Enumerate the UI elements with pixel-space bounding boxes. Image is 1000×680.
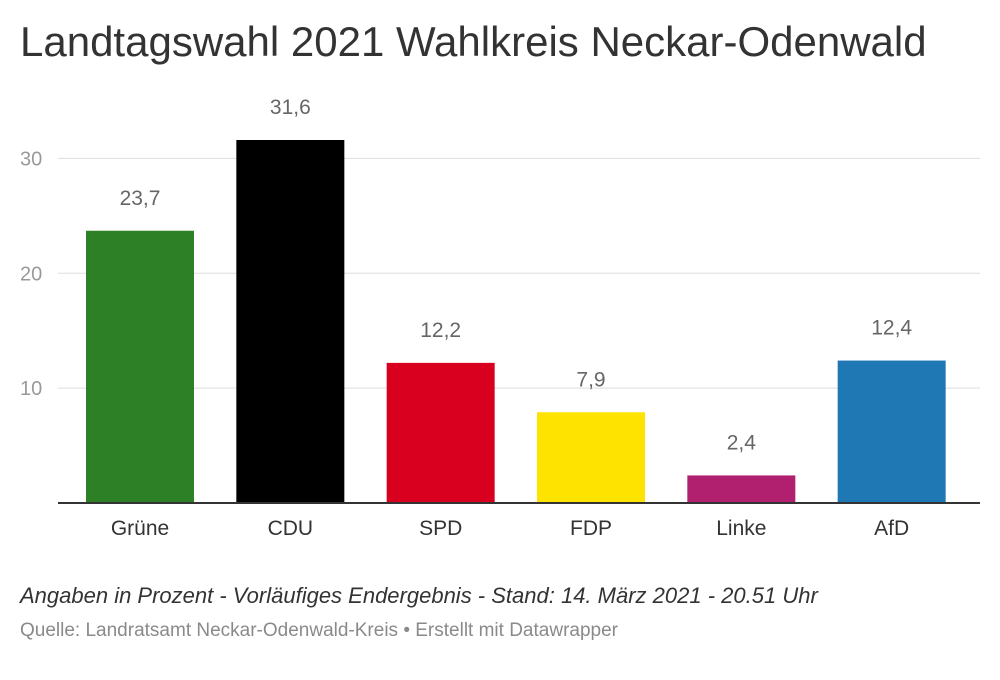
bar xyxy=(837,360,946,503)
x-tick-label: FDP xyxy=(570,517,612,540)
bar xyxy=(386,362,495,503)
y-tick-label: 10 xyxy=(20,378,42,400)
x-tick-label: Linke xyxy=(716,517,766,540)
x-tick-label: AfD xyxy=(874,517,909,540)
bar xyxy=(687,475,796,503)
bar xyxy=(537,412,645,503)
data-label: 12,4 xyxy=(871,317,912,340)
data-label: 31,6 xyxy=(270,96,311,119)
data-label: 12,2 xyxy=(420,319,461,342)
data-label: 7,9 xyxy=(576,368,605,391)
chart-title: Landtagswahl 2021 Wahlkreis Neckar-Odenw… xyxy=(20,18,927,65)
data-label: 2,4 xyxy=(727,431,757,454)
x-tick-label: SPD xyxy=(419,517,462,540)
bar xyxy=(86,230,194,503)
chart-note: Angaben in Prozent - Vorläufiges Enderge… xyxy=(20,583,818,608)
y-tick-label: 20 xyxy=(20,263,42,285)
x-tick-label: Grüne xyxy=(111,517,169,540)
chart-source: Quelle: Landratsamt Neckar-Odenwald-Krei… xyxy=(20,620,618,641)
x-tick-label: CDU xyxy=(268,517,314,540)
data-label: 23,7 xyxy=(120,187,161,210)
bar xyxy=(236,140,345,503)
y-tick-label: 30 xyxy=(20,148,42,170)
